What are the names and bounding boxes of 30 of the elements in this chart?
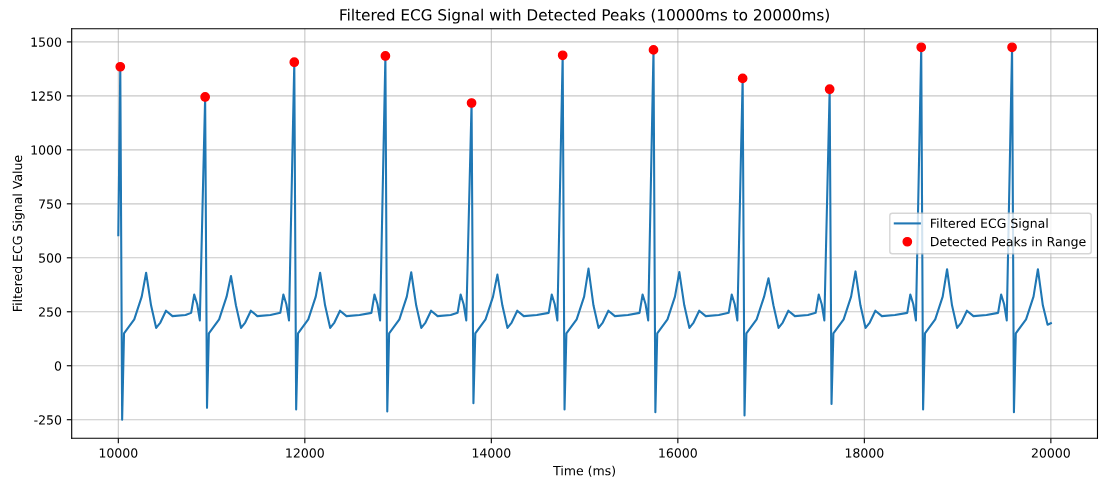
point bbox=[916, 42, 927, 53]
y-tick-label: 1000 bbox=[31, 145, 62, 155]
y-tick-label: 750 bbox=[39, 199, 62, 209]
point bbox=[648, 45, 659, 55]
legend-label: Detected Peaks in Range bbox=[931, 236, 1086, 249]
y-tick-label: 250 bbox=[39, 307, 62, 317]
point bbox=[737, 73, 748, 84]
x-tick-label: 16000 bbox=[659, 448, 697, 458]
x-tick-label: 12000 bbox=[286, 448, 324, 458]
point bbox=[115, 61, 126, 72]
x-tick-label: 10000 bbox=[99, 448, 138, 458]
y-tick-label: 0 bbox=[54, 361, 62, 371]
legend-label: Filtered ECG Signal bbox=[931, 218, 1048, 231]
x-axis-title: Time (ms) bbox=[553, 465, 616, 477]
x-tick-label: 18000 bbox=[845, 448, 884, 458]
y-tick-label: 1500 bbox=[31, 37, 62, 47]
y-tick-label: -250 bbox=[34, 415, 62, 425]
point bbox=[289, 57, 300, 68]
point bbox=[380, 51, 391, 61]
point bbox=[557, 50, 568, 61]
point bbox=[824, 84, 835, 95]
y-tick-label: 1250 bbox=[31, 91, 62, 101]
x-tick-label: 20000 bbox=[1031, 448, 1070, 458]
chart-title: Filtered ECG Signal with Detected Peaks (10000ms to 20000ms) bbox=[340, 8, 829, 24]
y-axis-title: Filtered ECG Signal Value bbox=[12, 155, 25, 311]
x-tick-label: 14000 bbox=[472, 448, 511, 458]
point bbox=[200, 92, 211, 102]
y-tick-label: 500 bbox=[39, 253, 62, 263]
point bbox=[1007, 42, 1017, 53]
point bbox=[466, 98, 477, 108]
